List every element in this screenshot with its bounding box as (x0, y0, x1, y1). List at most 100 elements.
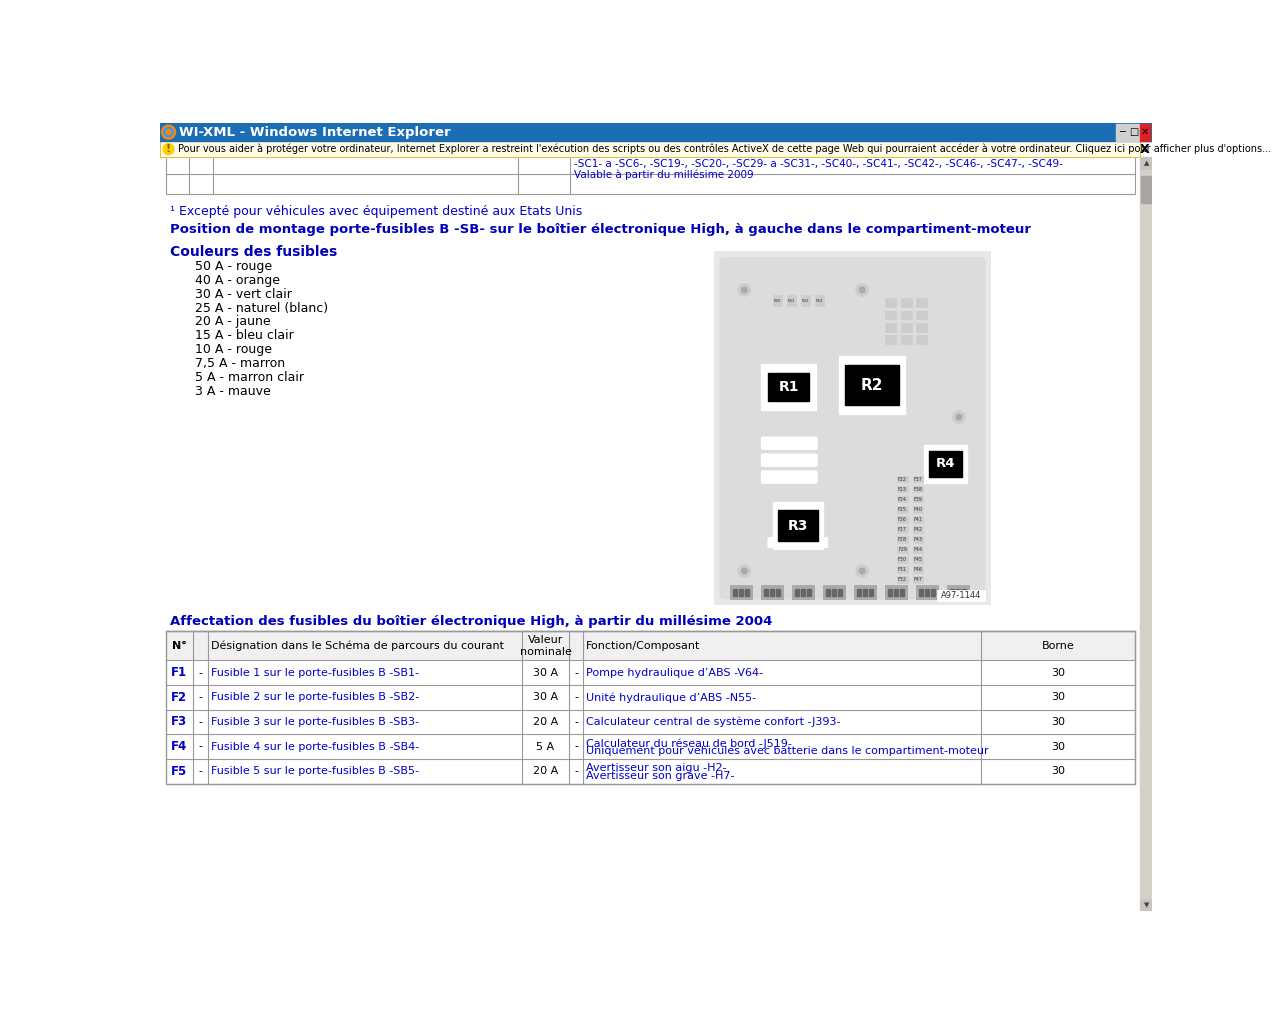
Bar (897, 565, 908, 572)
Bar (764, 589, 768, 596)
Text: -: - (575, 766, 579, 776)
Bar (893, 589, 897, 596)
Bar (1142, 176, 1151, 203)
Bar (787, 295, 796, 306)
Text: -: - (198, 766, 202, 776)
Text: -: - (575, 668, 579, 678)
Bar (937, 590, 986, 601)
Text: R3: R3 (787, 518, 808, 532)
Text: F2: F2 (172, 691, 187, 703)
Text: 25 A - naturel (blanc): 25 A - naturel (blanc) (195, 301, 328, 314)
Bar (929, 451, 963, 477)
Bar (745, 589, 749, 596)
Circle shape (739, 565, 750, 578)
Text: 7,5 A - marron: 7,5 A - marron (195, 357, 285, 370)
Circle shape (952, 411, 965, 423)
Bar (776, 589, 780, 596)
Bar (166, 631, 1135, 783)
Text: F40: F40 (774, 299, 781, 303)
Bar (931, 589, 934, 596)
FancyBboxPatch shape (799, 538, 813, 548)
Text: A97-1144: A97-1144 (941, 591, 982, 600)
Text: F38: F38 (914, 486, 923, 492)
Text: □: □ (1129, 127, 1138, 137)
Text: F23: F23 (899, 486, 908, 492)
Bar (886, 336, 896, 344)
Text: 20 A: 20 A (532, 766, 558, 776)
Circle shape (741, 568, 748, 574)
Text: R1: R1 (778, 380, 799, 394)
Text: -: - (198, 741, 202, 752)
Text: 3 A - mauve: 3 A - mauve (195, 385, 270, 397)
Bar (916, 336, 927, 344)
Circle shape (739, 284, 750, 296)
Circle shape (856, 565, 868, 578)
Text: F39: F39 (914, 497, 923, 502)
Text: F31: F31 (899, 566, 908, 571)
Bar (886, 324, 896, 332)
Text: Avertisseur son aigu -H2-: Avertisseur son aigu -H2- (586, 763, 727, 773)
Circle shape (161, 125, 175, 139)
Text: F3: F3 (172, 716, 187, 728)
Text: Couleurs des fusibles: Couleurs des fusibles (170, 245, 338, 258)
Text: Calculateur du réseau de bord -J519-: Calculateur du réseau de bord -J519- (586, 738, 792, 749)
Text: Pompe hydraulique d’ABS -V64-: Pompe hydraulique d’ABS -V64- (586, 668, 763, 678)
Bar (838, 356, 905, 414)
Circle shape (164, 128, 173, 137)
Bar (773, 295, 782, 306)
Bar (913, 575, 923, 583)
Text: Unité hydraulique d’ABS -N55-: Unité hydraulique d’ABS -N55- (586, 692, 756, 702)
Text: 30: 30 (1051, 717, 1065, 727)
Bar (888, 589, 892, 596)
Text: 20 A - jaune: 20 A - jaune (195, 315, 270, 329)
Text: 30 A - vert clair: 30 A - vert clair (195, 288, 292, 301)
FancyBboxPatch shape (762, 454, 817, 466)
Bar (739, 589, 742, 596)
Text: 30 A: 30 A (532, 692, 558, 702)
Bar (913, 485, 923, 493)
Text: ▲: ▲ (1143, 160, 1149, 166)
Text: ─: ─ (1119, 127, 1125, 137)
Bar (897, 496, 908, 503)
Text: Désignation dans le Schéma de parcours du courant: Désignation dans le Schéma de parcours d… (211, 640, 504, 651)
Text: 30: 30 (1051, 692, 1065, 702)
Circle shape (859, 287, 865, 293)
Bar (916, 310, 927, 319)
Bar (1140, 157, 1152, 169)
Text: F41: F41 (788, 299, 795, 303)
Bar (762, 364, 815, 410)
Bar (869, 589, 873, 596)
Bar (762, 585, 783, 599)
FancyBboxPatch shape (814, 538, 828, 548)
Text: Fusible 5 sur le porte-fusibles B -SB5-: Fusible 5 sur le porte-fusibles B -SB5- (211, 766, 419, 776)
Bar (838, 589, 842, 596)
FancyBboxPatch shape (762, 471, 817, 483)
Text: -: - (198, 717, 202, 727)
Text: F37: F37 (914, 476, 923, 481)
Text: X: X (1139, 142, 1149, 156)
Text: Position de montage porte-fusibles B -SB- sur le boîtier électronique High, à ga: Position de montage porte-fusibles B -SB… (170, 223, 1032, 236)
Bar (826, 589, 829, 596)
Circle shape (163, 143, 174, 155)
Circle shape (956, 414, 963, 420)
Text: -: - (575, 741, 579, 752)
Bar (795, 589, 799, 596)
Bar (913, 546, 923, 553)
Text: F28: F28 (899, 537, 908, 542)
Bar (925, 589, 929, 596)
Text: Fonction/Composant: Fonction/Composant (586, 641, 700, 650)
Bar (886, 310, 896, 319)
Circle shape (166, 130, 170, 134)
Text: Avertisseur son grave -H7-: Avertisseur son grave -H7- (586, 771, 735, 780)
Text: 20 A: 20 A (532, 717, 558, 727)
Bar (900, 589, 904, 596)
Text: F5: F5 (172, 765, 187, 777)
Text: 30: 30 (1051, 741, 1065, 752)
Bar (166, 660, 1135, 685)
Text: 10 A - rouge: 10 A - rouge (195, 343, 271, 356)
Text: Borne: Borne (1042, 641, 1074, 650)
Bar (160, 123, 1152, 141)
Text: F22: F22 (899, 476, 908, 481)
Text: 5 A - marron clair: 5 A - marron clair (195, 371, 303, 384)
Bar (1140, 899, 1152, 911)
